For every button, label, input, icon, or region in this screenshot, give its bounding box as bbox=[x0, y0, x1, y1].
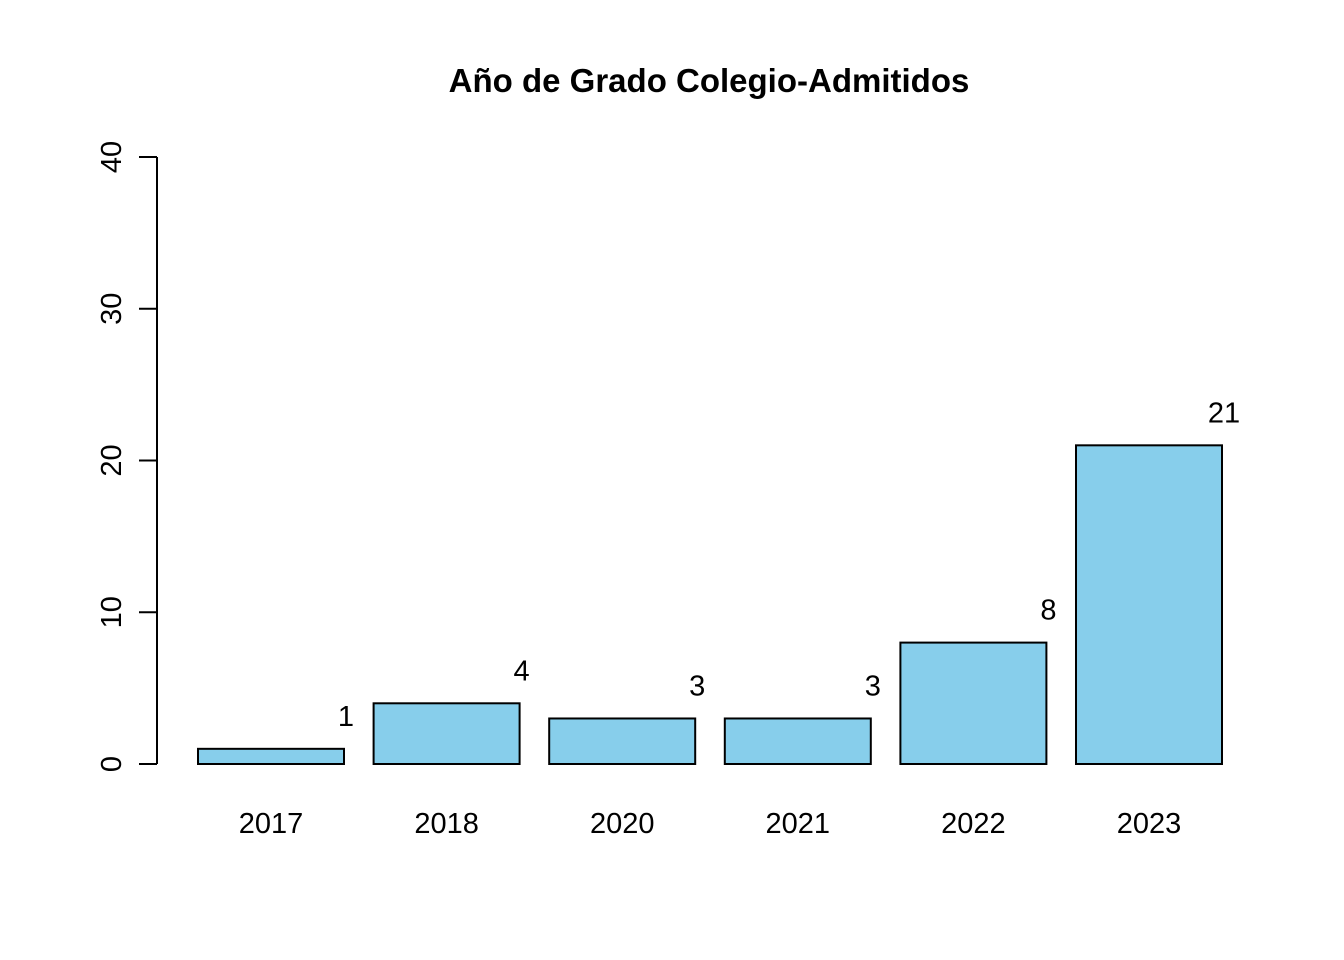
y-tick-label: 10 bbox=[96, 596, 128, 628]
bars-group bbox=[197, 444, 1223, 766]
bar-value-label: 4 bbox=[514, 655, 530, 687]
bar-value-label: 3 bbox=[865, 670, 881, 702]
y-axis: 0 10 20 30 40 bbox=[96, 141, 158, 772]
bar bbox=[899, 641, 1048, 765]
bar-value-label: 21 bbox=[1208, 397, 1240, 429]
bar-value-label: 8 bbox=[1040, 595, 1056, 627]
x-category-label: 2018 bbox=[414, 808, 479, 840]
bar-value-label: 3 bbox=[689, 670, 705, 702]
bar bbox=[1075, 444, 1223, 765]
x-axis-labels-group: 2017 2018 2020 2021 2022 2023 bbox=[239, 808, 1182, 840]
x-category-label: 2017 bbox=[239, 808, 304, 840]
x-category-label: 2021 bbox=[766, 808, 831, 840]
y-tick-label: 20 bbox=[96, 444, 128, 476]
y-tick-label: 30 bbox=[96, 293, 128, 325]
bar bbox=[372, 702, 521, 765]
bar bbox=[548, 717, 697, 765]
data-labels-group: 1 4 3 3 8 21 bbox=[338, 397, 1240, 733]
y-tick-label: 0 bbox=[96, 756, 128, 772]
bar bbox=[197, 747, 345, 766]
x-category-label: 2020 bbox=[590, 808, 655, 840]
chart-title: Año de Grado Colegio-Admitidos bbox=[449, 62, 970, 99]
x-category-label: 2022 bbox=[941, 808, 1006, 840]
bar-value-label: 1 bbox=[338, 701, 354, 733]
x-category-label: 2023 bbox=[1117, 808, 1182, 840]
bar bbox=[723, 717, 872, 765]
y-tick-label: 40 bbox=[96, 141, 128, 173]
